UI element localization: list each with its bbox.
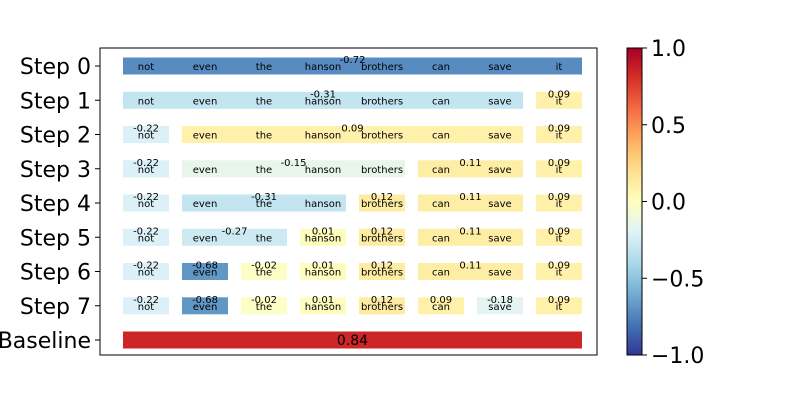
span-value-label: 0.11 — [459, 226, 481, 237]
token-label: save — [488, 131, 511, 142]
heatmap-row: -0.72not even the hanson brothers can save it — [123, 55, 582, 75]
token-label: not — [138, 268, 154, 279]
token-label: save — [488, 199, 511, 210]
token-label: can — [432, 233, 450, 244]
token-label: it — [556, 62, 563, 73]
token-label: not — [138, 131, 154, 142]
token-label: even — [193, 302, 218, 313]
token-label: brothers — [361, 62, 403, 73]
token-label: save — [488, 268, 511, 279]
token-label: the — [256, 199, 272, 210]
heatmap-row: -0.22 -0.68 -0.02 0.01 0.12 0.09 -0.18 0.09 not e… — [123, 295, 582, 315]
token-label: even — [193, 131, 218, 142]
baseline-value-label: 0.84 — [337, 333, 368, 349]
token-label: hanson — [305, 199, 341, 210]
token-label: hanson — [305, 96, 341, 107]
token-label: it — [556, 131, 563, 142]
token-label: the — [256, 268, 272, 279]
token-label: hanson — [305, 62, 341, 73]
token-label: save — [488, 165, 511, 176]
token-label: the — [256, 96, 272, 107]
token-label: can — [432, 302, 450, 313]
token-label: brothers — [361, 302, 403, 313]
heatmap-row: -0.22 -0.15 0.11 0.09 not even the hanson brothe… — [123, 158, 582, 178]
span-value-label: -0.15 — [281, 158, 307, 169]
y-tick-label: Step 0 — [20, 55, 91, 80]
token-label: brothers — [361, 233, 403, 244]
token-label: it — [556, 165, 563, 176]
token-label: save — [488, 302, 511, 313]
token-label: hanson — [305, 165, 341, 176]
token-label: can — [432, 165, 450, 176]
span-value-label: 0.11 — [459, 192, 481, 203]
token-label: it — [556, 96, 563, 107]
token-label: not — [138, 96, 154, 107]
y-tick-label: Baseline — [0, 329, 91, 354]
token-label: even — [193, 233, 218, 244]
token-label: save — [488, 96, 511, 107]
token-label: it — [556, 302, 563, 313]
span-value-label: 0.11 — [459, 158, 481, 169]
colorbar: 1.0 0.5 0.0 −0.5 −1.0 — [627, 37, 704, 369]
token-label: save — [488, 233, 511, 244]
token-label: hanson — [305, 131, 341, 142]
token-label: can — [432, 62, 450, 73]
colorbar-gradient — [627, 48, 642, 355]
token-label: can — [432, 131, 450, 142]
token-label: not — [138, 62, 154, 73]
token-label: it — [556, 233, 563, 244]
token-label: brothers — [361, 199, 403, 210]
heatmap-row: -0.22 -0.27 0.01 0.12 0.11 0.09 not even the hans… — [123, 226, 582, 246]
y-axis: Step 0 Step 1 Step 2 Step 3 Step 4 Step 5 Step… — [0, 55, 100, 354]
token-label: brothers — [361, 165, 403, 176]
token-label: even — [193, 268, 218, 279]
colorbar-tick-label: −0.5 — [651, 267, 704, 292]
span-value-label: -0.27 — [222, 226, 248, 237]
token-label: even — [193, 62, 218, 73]
token-label: even — [193, 199, 218, 210]
y-tick-label: Step 1 — [20, 89, 91, 114]
heatmap-row: -0.22 -0.68 -0.02 0.01 0.12 0.11 0.09not even th… — [123, 261, 582, 281]
token-label: hanson — [305, 233, 341, 244]
token-label: not — [138, 199, 154, 210]
token-label: brothers — [361, 96, 403, 107]
y-tick-label: Step 5 — [20, 226, 91, 251]
token-label: it — [556, 199, 563, 210]
token-label: the — [256, 165, 272, 176]
heatmap-row: -0.22 0.09 0.09 not even the hanson brothers can… — [123, 124, 582, 144]
y-tick-label: Step 2 — [20, 124, 91, 149]
token-label: it — [556, 268, 563, 279]
token-label: the — [256, 62, 272, 73]
token-label: even — [193, 96, 218, 107]
token-label: brothers — [361, 268, 403, 279]
token-label: brothers — [361, 131, 403, 142]
token-label: not — [138, 302, 154, 313]
span-value-label: 0.11 — [459, 261, 481, 272]
y-tick-label: Step 4 — [20, 192, 91, 217]
token-label: hanson — [305, 302, 341, 313]
colorbar-tick-label: 0.0 — [651, 191, 686, 216]
colorbar-tick-label: 0.5 — [651, 114, 686, 139]
heatmap-row: -0.31 0.09 not even the hanson brothers can save… — [123, 89, 582, 109]
token-label: hanson — [305, 268, 341, 279]
token-label: the — [256, 131, 272, 142]
y-tick-label: Step 7 — [20, 295, 91, 320]
y-tick-label: Step 3 — [20, 158, 91, 183]
token-label: not — [138, 233, 154, 244]
heatmap-row: -0.22 -0.31 0.12 0.11 0.09 not even the hanson br… — [123, 192, 582, 212]
heatmap-rows: -0.72not even the hanson brothers can save it-0… — [123, 55, 582, 349]
token-label: can — [432, 96, 450, 107]
token-label: can — [432, 268, 450, 279]
token-label: even — [193, 165, 218, 176]
token-label: the — [256, 302, 272, 313]
token-label: the — [256, 233, 272, 244]
y-tick-label: Step 6 — [20, 261, 91, 286]
colorbar-tick-label: −1.0 — [651, 344, 704, 369]
token-label: not — [138, 165, 154, 176]
token-label: can — [432, 199, 450, 210]
token-label: save — [488, 62, 511, 73]
colorbar-tick-label: 1.0 — [651, 37, 686, 62]
